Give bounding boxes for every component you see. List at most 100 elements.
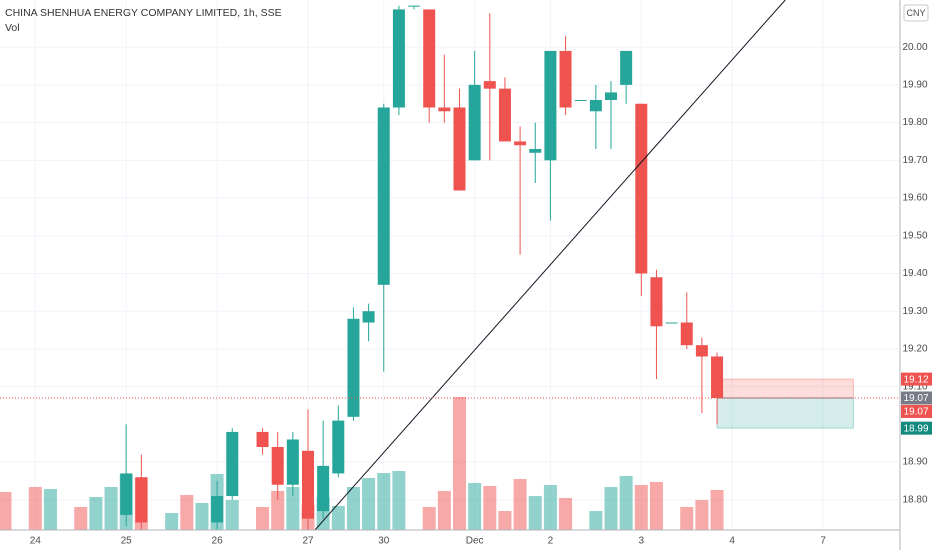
- stop-label: 19.12: [903, 374, 928, 385]
- stop-zone: [716, 378, 854, 399]
- candle-body: [332, 420, 345, 474]
- volume-bar: [589, 511, 603, 530]
- trend-line: [314, 0, 786, 531]
- y-tick-label: 19.30: [902, 306, 927, 317]
- volume-bar: [468, 483, 482, 530]
- axes: 18.80 18.90 19.10 19.20 19.30 19.40 19.50 19.60…: [30, 42, 932, 547]
- candle-body: [680, 322, 693, 346]
- y-tick-label: 19.90: [902, 80, 927, 91]
- candle-body: [711, 356, 724, 398]
- volume-bar: [104, 487, 118, 530]
- x-tick-label: Dec: [466, 536, 484, 547]
- y-tick-label: 20.00: [902, 42, 927, 53]
- candle-body: [498, 88, 511, 142]
- last-price-label-box: [901, 404, 932, 418]
- volume-bar: [256, 507, 270, 530]
- volume-bar: [225, 500, 239, 530]
- volume-bar: [286, 487, 300, 530]
- candle-body: [423, 9, 436, 108]
- volume-bar: [346, 487, 360, 530]
- volume-bar: [89, 497, 103, 530]
- x-tick-label: 24: [30, 536, 42, 547]
- candle-body: [529, 149, 542, 153]
- candles: [120, 5, 724, 530]
- volume-bar: [377, 473, 391, 530]
- target-label: 18.99: [903, 423, 928, 434]
- volume-bar: [695, 500, 709, 530]
- volume-bar: [543, 485, 557, 530]
- target-zone: [716, 397, 854, 429]
- y-tick-label: 19.10: [902, 381, 927, 392]
- volume-bar: [392, 471, 406, 530]
- candle-body: [544, 50, 557, 161]
- volume-bar: [165, 513, 179, 530]
- y-tick-label: 19.40: [902, 268, 927, 279]
- x-tick-label: 27: [302, 536, 314, 547]
- volume-bar: [483, 486, 497, 530]
- candle-body: [226, 431, 239, 497]
- volume-bar: [28, 487, 42, 530]
- y-tick-label: 19.60: [902, 193, 927, 204]
- y-tick-label: 19.80: [902, 117, 927, 128]
- candle-body: [286, 439, 299, 485]
- volume-bar: [604, 487, 618, 530]
- candle-body: [695, 345, 708, 357]
- candle-body: [392, 9, 405, 108]
- candle-body: [635, 103, 648, 274]
- entry-label: 19.07: [903, 393, 928, 404]
- y-tick-label: 19.20: [902, 344, 927, 355]
- volume-bar: [649, 482, 663, 530]
- x-tick-label: 30: [378, 536, 390, 547]
- position-tool: [716, 378, 854, 429]
- candle-body: [317, 465, 330, 512]
- volume-bar: [271, 491, 285, 530]
- volume-bar: [710, 490, 724, 530]
- x-tick-label: 4: [729, 536, 735, 547]
- x-tick-label: 2: [548, 536, 554, 547]
- y-tick-label: 19.70: [902, 155, 927, 166]
- target-label-box: [901, 421, 932, 435]
- volume-bar: [43, 489, 57, 530]
- candle-body: [256, 431, 269, 448]
- candle-body: [347, 318, 360, 417]
- candle-body: [650, 277, 663, 327]
- candle-body: [620, 50, 633, 85]
- candle-body: [271, 447, 284, 485]
- candle-body: [120, 473, 133, 515]
- candle-body: [302, 450, 314, 519]
- candle-body: [514, 141, 527, 146]
- x-tick-label: 26: [212, 536, 224, 547]
- candle-body: [453, 107, 466, 191]
- chart-title: CHINA SHENHUA ENERGY COMPANY LIMITED, 1h…: [5, 7, 282, 19]
- volume-bar: [437, 491, 451, 530]
- volume-bar: [498, 511, 512, 530]
- volume-bar: [634, 485, 648, 530]
- y-tick-label: 18.90: [902, 457, 927, 468]
- candle-body: [438, 107, 451, 112]
- currency-button[interactable]: [903, 4, 929, 22]
- last-price-label: 19.07: [903, 407, 928, 418]
- volume-bar: [559, 498, 573, 530]
- candle-body: [589, 99, 602, 112]
- y-tick-label: 19.50: [902, 230, 927, 241]
- volume-bar: [195, 503, 209, 530]
- candle-body: [362, 311, 375, 323]
- volume-label: Vol: [5, 22, 20, 34]
- volume-bar: [528, 496, 542, 530]
- candle-body: [211, 496, 224, 523]
- candle-body: [559, 50, 572, 108]
- volume-bar: [362, 478, 376, 530]
- x-tick-label: 25: [121, 536, 133, 547]
- candle-body: [468, 84, 481, 161]
- candle-body: [408, 5, 421, 7]
- volume-bar: [619, 476, 633, 530]
- volume-bar: [680, 507, 694, 530]
- currency-label[interactable]: CNY: [906, 8, 925, 18]
- overlay: [0, 0, 900, 531]
- grid: [0, 0, 900, 530]
- volume-bar: [74, 507, 88, 530]
- x-tick-label: 3: [639, 536, 645, 547]
- candle-body: [574, 99, 587, 101]
- volume-bar: [331, 506, 345, 530]
